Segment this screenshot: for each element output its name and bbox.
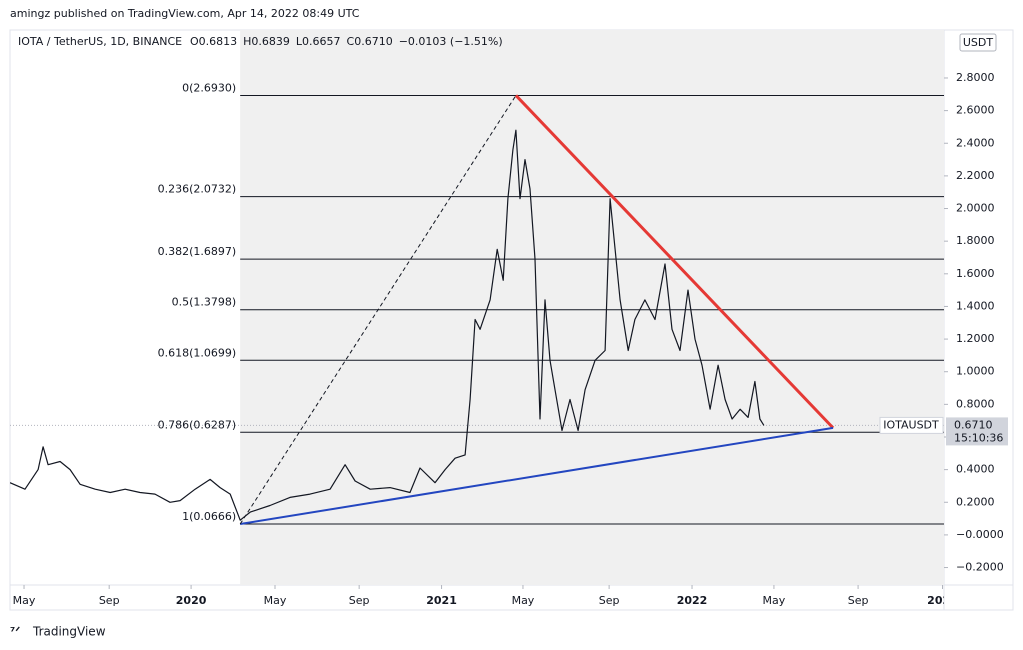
x-tick-label: May: [512, 594, 535, 607]
footer-text: TradingView: [32, 625, 106, 639]
x-tick-label: Sep: [349, 594, 370, 607]
y-tick-label: 2.8000: [956, 71, 995, 84]
price-tag: [946, 417, 1008, 446]
y-tick-label: 2.2000: [956, 169, 995, 182]
y-tick-label: 2.4000: [956, 136, 995, 149]
y-tick-label: 0.8000: [956, 397, 995, 410]
x-tick-label: Sep: [848, 594, 869, 607]
fib-zone: [240, 30, 944, 585]
axes: 2.8000 2.6000 2.4000 2.2000 2.0000 1.8000 1.60…: [13, 71, 1008, 607]
x-tick-label: Sep: [599, 594, 620, 607]
fib-label: 0.382(1.6897): [158, 245, 237, 258]
currency-box: [959, 33, 997, 52]
time-axis: May Sep 2020 May Sep 2021 May Sep 2022 May Sep 2023: [13, 585, 958, 607]
x-tick-label: Sep: [99, 594, 120, 607]
y-tick-label: 2.0000: [956, 202, 995, 215]
fib-label: 0.5(1.3798): [172, 296, 237, 309]
x-tick-label: May: [13, 594, 36, 607]
y-tick-label: 1.0000: [956, 365, 995, 378]
price-line: [10, 129, 765, 521]
fib-label: 0.618(1.0699): [158, 346, 237, 359]
y-tick-label: 0.4000: [956, 463, 995, 476]
price-tag-countdown: 15:10:36: [954, 431, 1003, 444]
y-tick-label: 2.6000: [956, 104, 995, 117]
ohlc-item: L0.6657: [296, 35, 341, 48]
footer-logo: ⁷ᐟ TradingView: [10, 625, 106, 639]
x-tick-label: 2022: [677, 594, 708, 607]
trend-line: [514, 94, 835, 429]
symbol-label: IOTAUSDT: [883, 418, 939, 431]
x-tick-label: 2023: [927, 594, 958, 607]
trend-line: [239, 95, 517, 525]
x-tick-label: 2020: [176, 594, 207, 607]
currency-label: USDT: [963, 36, 994, 49]
y-tick-label: −0.2000: [956, 561, 1004, 574]
price-tag-value: 0.6710: [954, 418, 993, 431]
y-tick-label: 1.8000: [956, 234, 995, 247]
publisher-note: amingz published on TradingView.com, Apr…: [10, 7, 360, 20]
y-tick-label: −0.0000: [956, 528, 1004, 541]
fib-label: 0(2.6930): [182, 81, 236, 94]
ohlc-item: C0.6710: [347, 35, 393, 48]
ohlc-item: −0.0103 (−1.51%): [399, 35, 503, 48]
y-tick-label: 1.4000: [956, 299, 995, 312]
x-tick-label: 2021: [426, 594, 457, 607]
fib-label: 1(0.0666): [182, 510, 236, 523]
logo-mark: ⁷ᐟ: [10, 625, 20, 639]
y-tick-label: 0.2000: [956, 495, 995, 508]
trend-line: [240, 426, 834, 526]
ohlc-item: H0.6839: [243, 35, 290, 48]
ohlc-item: O0.6813: [190, 35, 237, 48]
symbol-box: [879, 416, 944, 434]
fib-label: 0.236(2.0732): [158, 183, 237, 196]
x-tick-label: May: [763, 594, 786, 607]
fib-label: 0.786(0.6287): [158, 418, 237, 431]
plot-area: [10, 30, 944, 585]
ohlc-legend: O0.6813 H0.6839 L0.6657 C0.6710 −0.0103 (−1.…: [190, 35, 503, 48]
y-tick-label: 1.2000: [956, 332, 995, 345]
y-tick-label: 1.6000: [956, 267, 995, 280]
chart-title: IOTA / TetherUS, 1D, BINANCE: [18, 35, 182, 48]
x-tick-label: May: [264, 594, 287, 607]
